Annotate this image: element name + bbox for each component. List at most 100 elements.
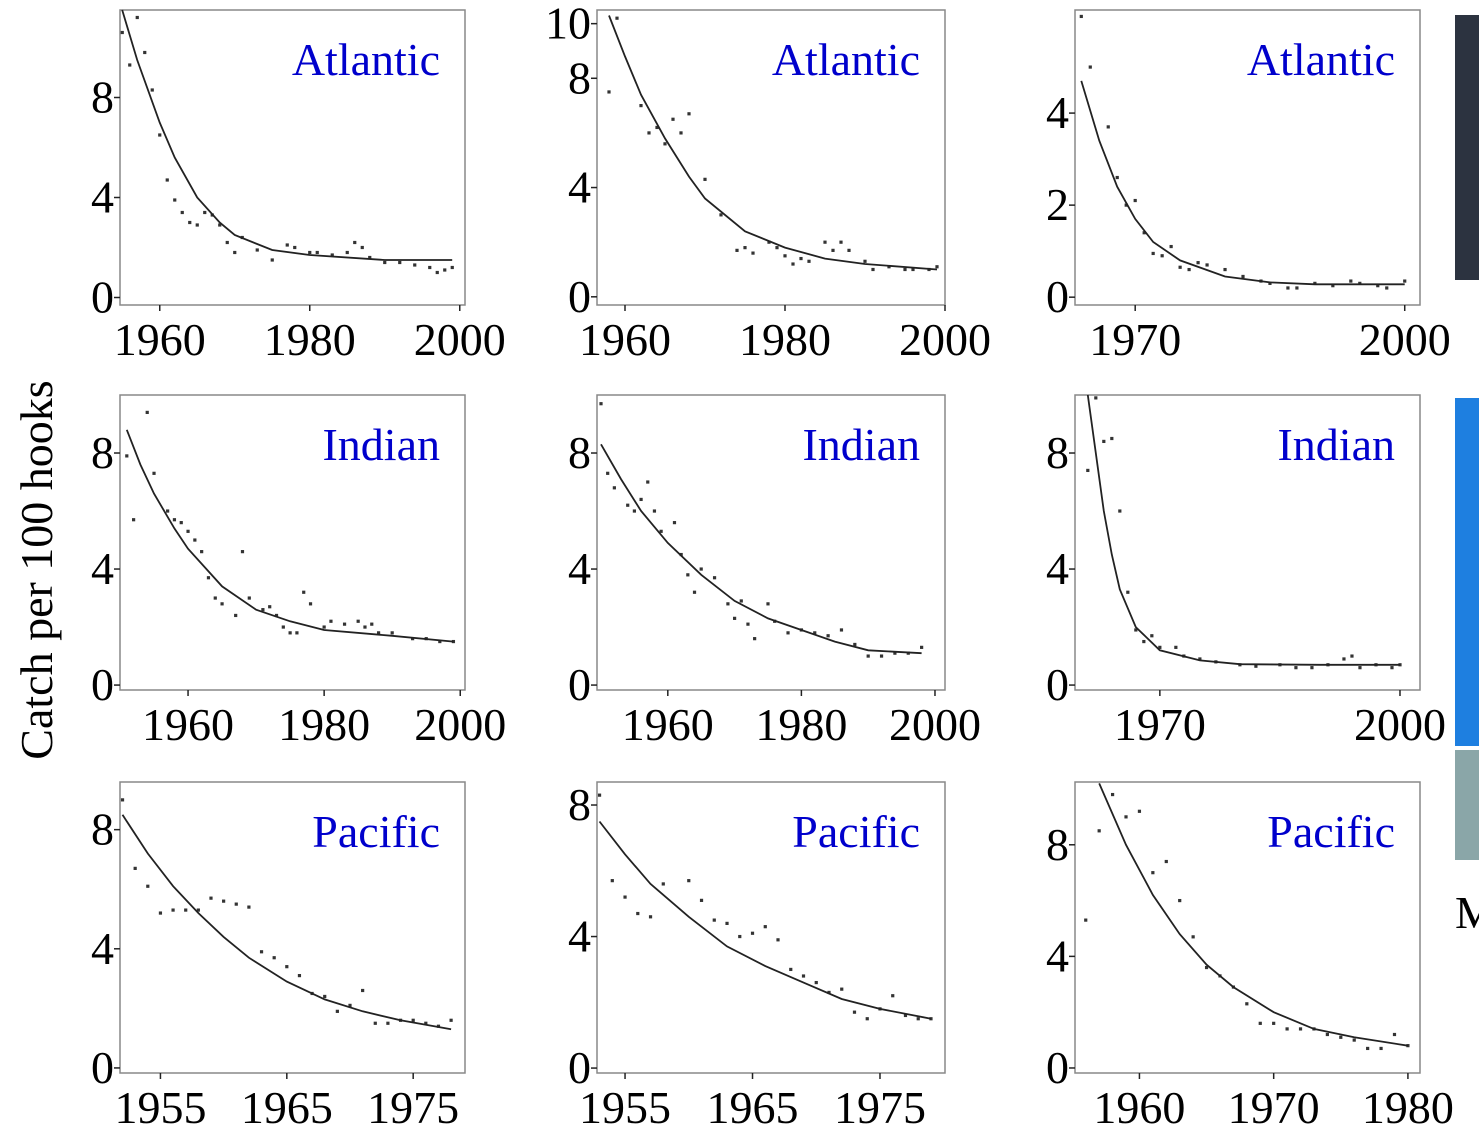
x-tick-label: 1960 — [114, 314, 206, 365]
data-point — [750, 931, 755, 935]
data-point — [1366, 1046, 1370, 1051]
data-point — [623, 895, 627, 899]
data-point — [1164, 859, 1168, 864]
x-tick-label: 2000 — [414, 699, 506, 750]
data-point — [171, 908, 175, 912]
plot-frame — [119, 9, 466, 306]
plot-frame — [1074, 9, 1421, 306]
data-point — [1115, 175, 1119, 180]
data-point — [1094, 396, 1098, 400]
data-point — [261, 608, 265, 612]
cropped-photo — [1455, 398, 1479, 746]
data-point — [376, 631, 381, 635]
y-tick-label: 0 — [1046, 659, 1069, 710]
data-point — [435, 270, 439, 275]
data-point — [218, 223, 222, 227]
data-point — [615, 16, 619, 20]
y-tick-label: 8 — [91, 427, 114, 478]
data-point — [839, 628, 844, 632]
data-point — [1392, 1032, 1397, 1037]
data-point — [308, 602, 313, 606]
data-point — [222, 899, 226, 903]
data-point — [903, 1013, 908, 1018]
data-point — [428, 265, 432, 270]
data-point — [180, 210, 184, 215]
data-point — [285, 243, 289, 247]
data-point — [152, 471, 156, 475]
data-point — [247, 596, 251, 600]
y-tick-label: 4 — [568, 162, 591, 213]
data-point — [1258, 1021, 1262, 1025]
data-point — [725, 921, 729, 925]
data-point — [1086, 468, 1090, 473]
data-point — [1102, 439, 1106, 444]
data-point — [661, 882, 665, 886]
data-point — [1124, 815, 1128, 819]
data-point — [648, 915, 653, 919]
data-point — [132, 518, 136, 522]
y-tick-label: 4 — [91, 172, 114, 223]
data-point — [1325, 1032, 1329, 1037]
y-tick-label: 8 — [1046, 427, 1069, 478]
data-point — [893, 651, 897, 655]
data-point — [1376, 284, 1380, 288]
x-tick-label: 2000 — [889, 699, 981, 750]
region-label: Atlantic — [1247, 34, 1395, 85]
data-point — [632, 509, 637, 513]
data-point — [1268, 281, 1272, 285]
data-point — [1150, 634, 1154, 638]
data-point — [1178, 898, 1182, 903]
data-point — [165, 178, 169, 182]
data-point — [703, 177, 707, 181]
x-tick-label: 2000 — [899, 314, 991, 365]
data-point — [1352, 1038, 1356, 1042]
data-point — [686, 573, 690, 577]
data-point — [295, 631, 299, 635]
x-tick-label: 1980 — [739, 314, 831, 365]
data-point — [766, 602, 770, 606]
data-point — [1151, 871, 1155, 875]
data-point — [184, 908, 188, 912]
data-point — [315, 250, 319, 255]
y-tick-label: 0 — [91, 1042, 114, 1093]
data-point — [767, 240, 771, 244]
data-point — [158, 133, 162, 137]
plot-frame — [1074, 781, 1421, 1074]
x-tick-label: 2000 — [1359, 314, 1451, 365]
fit-curve — [598, 820, 932, 1020]
data-point — [775, 246, 779, 250]
data-point — [179, 521, 183, 525]
x-tick-label: 1980 — [755, 699, 847, 750]
x-tick-label: 1955 — [579, 1082, 671, 1133]
data-point — [398, 260, 402, 265]
x-tick-label: 1980 — [264, 314, 356, 365]
data-point — [411, 637, 415, 641]
data-point — [240, 550, 245, 554]
y-tick-label: 0 — [568, 1042, 591, 1093]
y-tick-label: 4 — [1046, 543, 1069, 594]
data-point — [1204, 965, 1209, 970]
data-point — [424, 1021, 428, 1025]
data-point — [853, 642, 857, 647]
data-point — [1191, 935, 1195, 939]
x-tick-label: 1975 — [367, 1082, 459, 1133]
data-point — [663, 142, 667, 146]
data-point — [368, 255, 372, 260]
data-point — [281, 625, 285, 629]
data-point — [823, 240, 827, 244]
data-point — [383, 260, 387, 265]
fit-curve — [600, 443, 922, 655]
data-point — [831, 248, 835, 252]
data-point — [1079, 14, 1083, 19]
region-label: Indian — [322, 419, 440, 470]
data-point — [612, 486, 616, 490]
cropped-photo — [1455, 750, 1479, 860]
data-point — [1137, 809, 1142, 813]
data-point — [209, 896, 213, 900]
data-point — [203, 210, 207, 215]
data-point — [188, 220, 192, 225]
y-tick-label: 0 — [1046, 271, 1069, 322]
data-point — [652, 509, 657, 513]
data-point — [636, 911, 640, 916]
